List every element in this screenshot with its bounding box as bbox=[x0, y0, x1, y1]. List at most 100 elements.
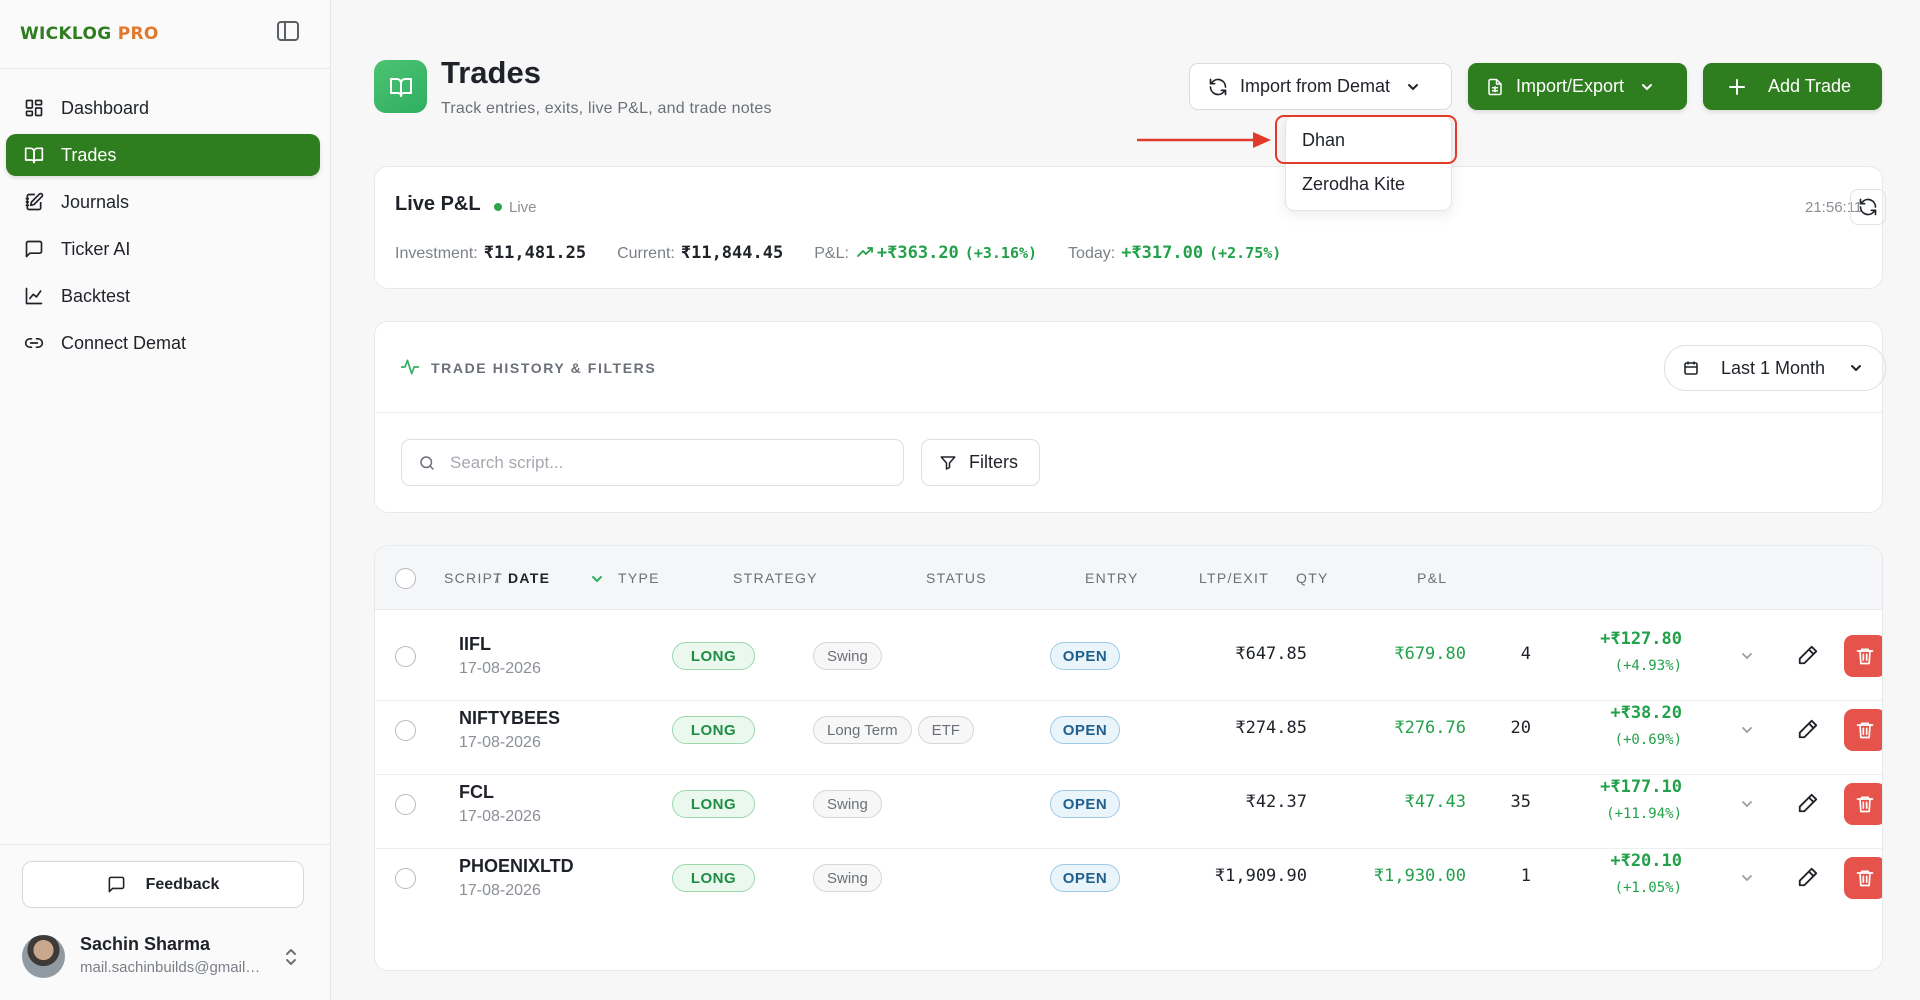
table-row[interactable]: IIFL 17-08-2026 LONG Swing OPEN ₹647.85 … bbox=[375, 611, 1882, 701]
strategy-tag: Swing bbox=[813, 864, 882, 892]
edit-pencil-icon[interactable] bbox=[1797, 866, 1819, 888]
column-date[interactable]: DATE bbox=[508, 570, 551, 586]
pnl-percent: (+1.05%) bbox=[1614, 880, 1682, 896]
script-name: PHOENIXLTD bbox=[459, 856, 574, 876]
import-export-button[interactable]: Import/Export bbox=[1468, 63, 1687, 110]
live-indicator-dot bbox=[494, 203, 502, 211]
filters-button[interactable]: Filters bbox=[921, 439, 1040, 486]
book-icon bbox=[374, 60, 427, 113]
ltp-exit-price: ₹679.80 bbox=[1394, 644, 1466, 664]
table-row[interactable]: NIFTYBEES 17-08-2026 LONG Long Term ETF … bbox=[375, 685, 1882, 775]
chevron-down-icon bbox=[1408, 83, 1419, 90]
expand-chevron-icon[interactable] bbox=[1740, 798, 1754, 810]
current-label: Current: bbox=[617, 245, 675, 262]
brand-logo[interactable]: WICKLOG PRO bbox=[20, 24, 159, 44]
dropdown-option-zerodha-kite[interactable]: Zerodha Kite bbox=[1302, 173, 1406, 194]
strategy-tags: Long Term ETF bbox=[813, 716, 980, 744]
row-checkbox[interactable] bbox=[395, 794, 416, 815]
pnl-value: +₹177.10 bbox=[1600, 777, 1682, 797]
entry-price: ₹647.85 bbox=[1235, 644, 1307, 664]
row-checkbox[interactable] bbox=[395, 646, 416, 667]
user-menu[interactable]: Sachin Sharma mail.sachinbuilds@gmail.co… bbox=[22, 932, 312, 982]
sidebar-toggle-icon[interactable] bbox=[277, 21, 299, 41]
strategy-tags: Swing bbox=[813, 642, 888, 670]
dropdown-option-dhan[interactable]: Dhan bbox=[1302, 129, 1346, 150]
trending-up-icon bbox=[857, 247, 873, 257]
trade-history-filters-card: TRADE HISTORY & FILTERS Last 1 Month Fil… bbox=[374, 321, 1886, 513]
expand-chevron-icon[interactable] bbox=[1740, 724, 1754, 736]
table-row[interactable]: FCL 17-08-2026 LONG Swing OPEN ₹42.37 ₹4… bbox=[375, 759, 1882, 849]
live-pnl-card: Live P&L Live 21:56:11 Investment: ₹11,4… bbox=[374, 166, 1886, 289]
column-status: STATUS bbox=[926, 570, 987, 586]
column-script[interactable]: SCRIPT bbox=[444, 570, 504, 586]
refresh-icon bbox=[1859, 198, 1877, 216]
annotation-highlight-box bbox=[1275, 115, 1457, 164]
sidebar-item-ticker-ai[interactable]: Ticker AI bbox=[6, 228, 320, 270]
delete-button[interactable] bbox=[1844, 783, 1882, 825]
sidebar-item-label: Trades bbox=[61, 144, 117, 165]
trade-date: 17-08-2026 bbox=[459, 808, 541, 825]
sidebar-item-dashboard[interactable]: Dashboard bbox=[6, 87, 320, 129]
add-trade-button[interactable]: Add Trade bbox=[1703, 63, 1882, 110]
row-checkbox[interactable] bbox=[395, 868, 416, 889]
sidebar-item-connect-demat[interactable]: Connect Demat bbox=[6, 322, 320, 364]
live-pnl-title: Live P&L bbox=[395, 193, 481, 215]
search-script-field[interactable] bbox=[401, 439, 904, 486]
column-entry: ENTRY bbox=[1085, 570, 1139, 586]
search-icon bbox=[420, 455, 434, 470]
row-checkbox[interactable] bbox=[395, 720, 416, 741]
delete-button[interactable] bbox=[1844, 635, 1882, 677]
pnl-value: +₹38.20 bbox=[1610, 703, 1682, 723]
sidebar-item-label: Backtest bbox=[61, 285, 131, 306]
pnl-percent: (+0.69%) bbox=[1614, 732, 1682, 748]
sidebar-item-label: Ticker AI bbox=[61, 238, 131, 259]
edit-pencil-icon[interactable] bbox=[1797, 792, 1819, 814]
pnl-value: +₹20.10 bbox=[1610, 851, 1682, 871]
trash-icon bbox=[1856, 796, 1874, 813]
pnl-value: +₹363.20 bbox=[876, 243, 959, 263]
expand-chevron-icon[interactable] bbox=[1740, 650, 1754, 662]
table-row[interactable]: PHOENIXLTD 17-08-2026 LONG Swing OPEN ₹1… bbox=[375, 833, 1882, 923]
import-from-demat-button[interactable]: Import from Demat bbox=[1189, 63, 1452, 110]
strategy-tags: Swing bbox=[813, 790, 888, 818]
refresh-icon bbox=[1209, 78, 1227, 95]
edit-pencil-icon[interactable] bbox=[1797, 718, 1819, 740]
select-all-checkbox[interactable] bbox=[395, 568, 416, 589]
chevrons-up-down-icon bbox=[286, 949, 296, 965]
trade-date: 17-08-2026 bbox=[459, 734, 541, 751]
divider bbox=[0, 68, 330, 69]
today-label: Today: bbox=[1068, 245, 1116, 262]
sidebar-item-trades[interactable]: Trades bbox=[6, 134, 320, 176]
sidebar: WICKLOG PRO Dashboard Trades Journals bbox=[0, 0, 331, 1000]
status-badge: OPEN bbox=[1050, 642, 1120, 670]
sidebar-item-label: Journals bbox=[61, 191, 130, 212]
investment-value: ₹11,481.25 bbox=[483, 243, 587, 263]
period-select[interactable]: Last 1 Month bbox=[1664, 345, 1886, 391]
trash-icon bbox=[1856, 870, 1874, 887]
refresh-button[interactable] bbox=[1850, 189, 1886, 225]
delete-button[interactable] bbox=[1844, 857, 1882, 899]
strategy-tags: Swing bbox=[813, 864, 888, 892]
delete-button[interactable] bbox=[1844, 709, 1882, 751]
entry-price: ₹42.37 bbox=[1245, 792, 1307, 812]
message-icon bbox=[108, 876, 125, 893]
edit-pencil-icon[interactable] bbox=[1797, 644, 1819, 666]
period-label: Last 1 Month bbox=[1721, 357, 1826, 378]
script-name: NIFTYBEES bbox=[459, 708, 561, 728]
trash-icon bbox=[1856, 722, 1874, 739]
column-pnl: P&L bbox=[1417, 570, 1448, 586]
quantity: 35 bbox=[1510, 792, 1531, 812]
sidebar-item-journals[interactable]: Journals bbox=[6, 181, 320, 223]
table-header: SCRIPT / DATE TYPE STRATEGY STATUS ENTRY… bbox=[375, 546, 1882, 610]
expand-chevron-icon[interactable] bbox=[1740, 872, 1754, 884]
search-input[interactable] bbox=[450, 452, 890, 473]
user-name: Sachin Sharma bbox=[80, 934, 211, 954]
sidebar-item-label: Connect Demat bbox=[61, 332, 187, 353]
column-type: TYPE bbox=[618, 570, 660, 586]
ltp-exit-price: ₹1,930.00 bbox=[1373, 866, 1466, 886]
feedback-button[interactable]: Feedback bbox=[22, 861, 304, 908]
last-updated-time: 21:56:11 bbox=[1805, 199, 1863, 216]
sidebar-item-backtest[interactable]: Backtest bbox=[6, 275, 320, 317]
calendar-icon bbox=[1684, 361, 1698, 375]
sort-chevron-down-icon[interactable] bbox=[591, 573, 603, 585]
